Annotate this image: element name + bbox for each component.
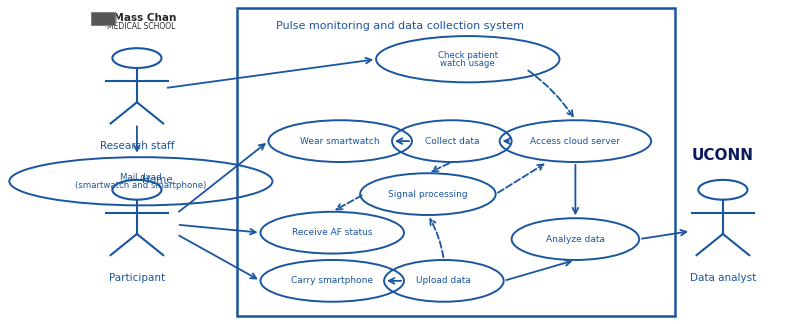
Text: Home: Home <box>142 175 172 185</box>
Text: Data analyst: Data analyst <box>690 273 756 283</box>
Text: Participant: Participant <box>109 273 165 283</box>
Text: Wear smartwatch: Wear smartwatch <box>300 137 380 145</box>
Text: Carry smartphone: Carry smartphone <box>291 276 374 285</box>
Text: Analyze data: Analyze data <box>546 235 605 244</box>
Text: Signal processing: Signal processing <box>388 190 468 199</box>
Text: Z: Z <box>100 14 106 23</box>
Text: UCONN: UCONN <box>692 148 754 163</box>
FancyBboxPatch shape <box>237 8 675 316</box>
Text: Upload data: Upload data <box>417 276 471 285</box>
Text: Receive AF status: Receive AF status <box>292 228 373 237</box>
Text: Pulse monitoring and data collection system: Pulse monitoring and data collection sys… <box>276 21 524 31</box>
Text: Collect data: Collect data <box>425 137 479 145</box>
Text: (smartwatch and smartphone): (smartwatch and smartphone) <box>75 180 206 190</box>
Text: UMass Chan: UMass Chan <box>106 13 177 23</box>
Text: Check patient: Check patient <box>438 51 498 60</box>
Text: watch usage: watch usage <box>440 59 495 68</box>
Text: MEDICAL SCHOOL: MEDICAL SCHOOL <box>106 22 175 31</box>
FancyBboxPatch shape <box>91 12 114 25</box>
Text: Mail dyad: Mail dyad <box>120 173 162 182</box>
Text: Research staff: Research staff <box>100 141 174 151</box>
Text: Access cloud server: Access cloud server <box>530 137 620 145</box>
